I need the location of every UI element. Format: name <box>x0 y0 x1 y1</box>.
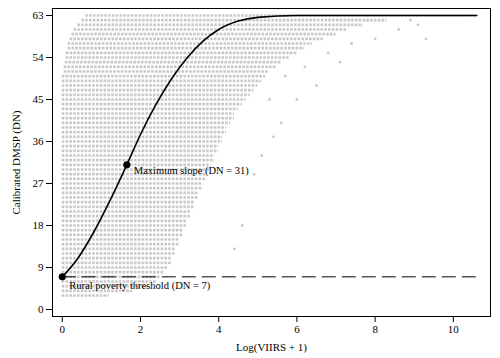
svg-text:0: 0 <box>38 303 44 315</box>
svg-text:63: 63 <box>33 9 45 21</box>
svg-text:Log(VIIRS + 1): Log(VIIRS + 1) <box>236 341 307 354</box>
svg-text:4: 4 <box>216 323 222 335</box>
svg-text:9: 9 <box>38 261 44 273</box>
svg-text:45: 45 <box>33 93 45 105</box>
svg-text:18: 18 <box>33 219 45 231</box>
svg-text:2: 2 <box>138 323 144 335</box>
svg-text:10: 10 <box>448 323 460 335</box>
svg-text:27: 27 <box>33 177 45 189</box>
svg-text:Calibrated DMSP (DN): Calibrated DMSP (DN) <box>10 110 23 214</box>
svg-text:54: 54 <box>33 51 45 63</box>
svg-text:Rural poverty threshold (DN =: Rural poverty threshold (DN = 7) <box>69 280 210 292</box>
svg-text:8: 8 <box>372 323 378 335</box>
svg-text:Maximum slope (DN = 31): Maximum slope (DN = 31) <box>134 165 249 177</box>
svg-text:6: 6 <box>294 323 300 335</box>
svg-text:36: 36 <box>33 135 45 147</box>
svg-text:0: 0 <box>60 323 66 335</box>
